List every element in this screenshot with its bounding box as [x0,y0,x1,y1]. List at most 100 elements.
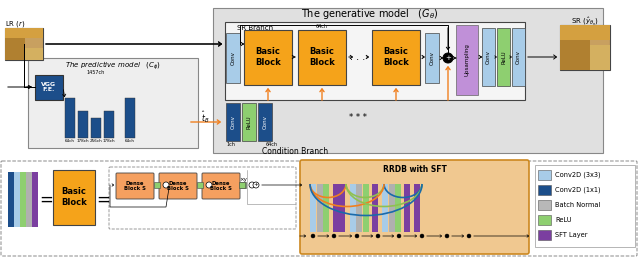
FancyBboxPatch shape [1,161,637,256]
Text: Basic
Block: Basic Block [255,47,281,67]
Bar [538,185,551,195]
Text: . . .: . . . [350,52,365,62]
Bar [538,215,551,225]
Bar [25,48,43,60]
Bar [560,25,610,40]
Bar [538,230,551,240]
FancyBboxPatch shape [159,173,197,199]
Circle shape [397,234,401,238]
Text: SR $(\hat{y}_{\theta_n})$: SR $(\hat{y}_{\theta_n})$ [571,16,599,28]
Text: Conv: Conv [516,50,521,64]
Bar [372,30,420,85]
Bar [226,103,240,141]
Bar [32,172,38,227]
Circle shape [443,53,453,63]
Text: Basic
Block: Basic Block [309,47,335,67]
Text: =: = [39,191,53,209]
Circle shape [332,234,336,238]
Bar [560,40,590,70]
Text: The generative model   $(G_\theta)$: The generative model $(G_\theta)$ [301,7,438,21]
Bar [91,118,101,138]
Text: VGG
F.E.: VGG F.E. [42,82,56,93]
Text: $\hat{t}_B$: $\hat{t}_B$ [201,109,209,125]
Bar [125,98,135,138]
Circle shape [311,234,315,238]
Text: =: = [96,191,110,209]
Text: Conv2D (3x3): Conv2D (3x3) [555,172,600,178]
FancyBboxPatch shape [202,173,240,199]
Circle shape [355,234,359,238]
Text: Basic
Block: Basic Block [383,47,409,67]
Bar [538,200,551,210]
Bar [356,184,362,232]
Bar [372,184,378,232]
Circle shape [445,234,449,238]
Text: LR $(r)$: LR $(r)$ [5,19,26,29]
Text: 64ch: 64ch [125,139,135,143]
Bar [65,98,75,138]
Bar [242,103,256,141]
Bar [8,172,13,227]
Bar [425,33,439,83]
Text: SR Branch: SR Branch [237,25,273,31]
Bar [535,165,635,247]
Bar [538,170,551,180]
Bar [349,184,355,232]
Text: 64ch: 64ch [316,23,328,29]
Circle shape [253,182,259,188]
Text: Conv: Conv [429,51,435,65]
Text: Dense
Block S: Dense Block S [210,181,232,191]
Bar [14,172,19,227]
Bar [78,111,88,138]
Bar [456,25,478,95]
Text: Conv: Conv [486,50,491,64]
Text: ReLU: ReLU [246,115,252,129]
Bar [154,182,160,188]
Text: Dense
Block S: Dense Block S [167,181,189,191]
Text: +: + [445,55,451,61]
Circle shape [249,182,255,188]
Bar [482,28,495,86]
Bar [362,184,369,232]
Text: Conv: Conv [262,115,268,129]
Circle shape [420,234,424,238]
Text: ReLU: ReLU [555,217,572,223]
Text: Batch Normal: Batch Normal [555,202,600,208]
Bar [413,184,419,232]
Bar [333,184,339,232]
Circle shape [206,182,212,188]
Text: SFT Layer: SFT Layer [555,232,588,238]
Text: ReLU: ReLU [501,50,506,64]
Bar [298,30,346,85]
FancyBboxPatch shape [116,173,154,199]
Bar [240,182,246,188]
Bar [382,184,388,232]
Text: 1ch: 1ch [226,142,235,148]
Bar [258,103,272,141]
Bar [590,45,610,70]
Bar [403,184,410,232]
Text: 178ch: 178ch [102,139,115,143]
Bar [104,111,114,138]
Bar [20,172,26,227]
Text: 1457ch: 1457ch [87,70,105,76]
Bar [317,184,323,232]
Text: Conv2D (1x1): Conv2D (1x1) [555,187,600,193]
Bar [35,75,63,100]
Circle shape [467,234,471,238]
Text: 64ch: 64ch [65,139,75,143]
Text: * * *: * * * [349,114,367,123]
Bar [53,170,95,225]
Bar [213,8,603,153]
Bar [5,28,43,38]
Text: Conv: Conv [230,51,236,65]
Bar [5,38,25,60]
Bar [388,184,394,232]
Bar [310,184,316,232]
FancyBboxPatch shape [300,160,529,254]
Bar [197,182,203,188]
Bar [560,25,610,70]
Bar [225,22,525,100]
Circle shape [163,182,169,188]
Text: ×y: ×y [239,178,247,182]
